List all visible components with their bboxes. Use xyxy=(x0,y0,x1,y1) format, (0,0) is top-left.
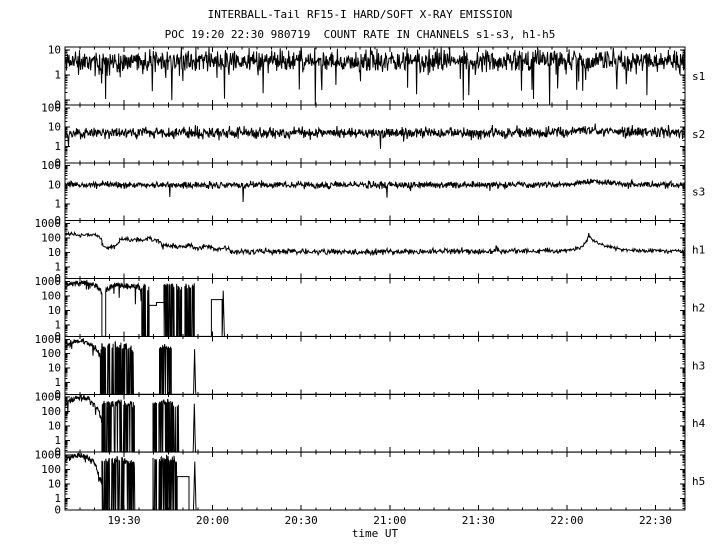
y-zero-label: 0 xyxy=(54,330,61,343)
y-tick-label: 10 xyxy=(48,246,61,259)
channel-label-h5: h5 xyxy=(692,475,705,488)
panel-frame xyxy=(64,162,686,222)
y-zero-label: 0 xyxy=(54,388,61,401)
channel-label-h4: h4 xyxy=(692,417,706,430)
x-tick-label: 20:30 xyxy=(285,514,318,527)
channel-label-s2: s2 xyxy=(692,128,705,141)
y-tick-label: 10 xyxy=(48,43,61,56)
channel-label-h2: h2 xyxy=(692,301,705,314)
y-tick-label: 10 xyxy=(48,178,61,191)
y-tick-label: 10 xyxy=(48,121,61,134)
x-tick-label: 22:00 xyxy=(550,514,583,527)
y-tick-label: 1 xyxy=(54,376,61,389)
y-zero-label: 0 xyxy=(54,214,61,227)
y-zero-label: 0 xyxy=(54,504,61,517)
panel-frame xyxy=(64,278,686,337)
y-tick-label: 10 xyxy=(48,477,61,490)
y-tick-label: 10 xyxy=(48,304,61,317)
x-tick-label: 19:30 xyxy=(107,514,140,527)
channel-label-s3: s3 xyxy=(692,186,705,199)
x-tick-label: 21:00 xyxy=(373,514,406,527)
channel-label-h3: h3 xyxy=(692,359,705,372)
panel-frame xyxy=(64,393,686,453)
y-tick-label: 1 xyxy=(54,318,61,331)
panel-frame xyxy=(64,46,686,106)
series-s2 xyxy=(64,123,686,149)
series-h3 xyxy=(64,338,685,395)
y-tick-label: 1 xyxy=(54,198,61,211)
series-h4 xyxy=(64,393,685,453)
y-tick-label: 100 xyxy=(41,289,61,302)
chart-subtitle: POC 19:20 22:30 980719 COUNT RATE IN CHA… xyxy=(164,28,556,41)
y-tick-label: 10 xyxy=(48,362,61,375)
x-tick-label: 20:00 xyxy=(196,514,229,527)
y-tick-label: 100 xyxy=(41,463,61,476)
series-h5 xyxy=(64,452,685,511)
y-tick-label: 100 xyxy=(41,159,61,172)
y-tick-label: 1 xyxy=(54,140,61,153)
y-tick-label: 1000 xyxy=(35,449,62,462)
y-tick-label: 1000 xyxy=(35,275,62,288)
y-tick-label: 100 xyxy=(41,101,61,114)
y-tick-label: 1000 xyxy=(35,217,62,230)
y-tick-label: 1 xyxy=(54,492,61,505)
chart-title: INTERBALL-Tail RF15-I HARD/SOFT X-RAY EM… xyxy=(207,8,513,21)
y-tick-label: 1 xyxy=(54,434,61,447)
y-tick-label: 1000 xyxy=(35,333,62,346)
y-tick-label: 1 xyxy=(54,260,61,273)
series-h1 xyxy=(64,230,686,257)
y-tick-label: 1 xyxy=(54,68,61,81)
x-tick-label: 21:30 xyxy=(462,514,495,527)
y-tick-label: 100 xyxy=(41,231,61,244)
panel-frame xyxy=(64,220,686,280)
y-tick-label: 100 xyxy=(41,405,61,418)
y-zero-label: 0 xyxy=(54,272,61,285)
panel-frame xyxy=(64,335,686,395)
series-s3 xyxy=(64,178,686,203)
y-zero-label: 0 xyxy=(54,156,61,169)
channel-label-h1: h1 xyxy=(692,244,705,257)
x-axis-title: time UT xyxy=(351,527,399,540)
x-tick-label: 22:30 xyxy=(639,514,672,527)
y-tick-label: 10 xyxy=(48,420,61,433)
channel-label-s1: s1 xyxy=(692,70,705,83)
panel-frame xyxy=(64,451,686,511)
y-zero-label: 0 xyxy=(54,446,61,459)
series-s1 xyxy=(64,47,686,105)
y-tick-label: 1000 xyxy=(35,391,62,404)
y-tick-label: 100 xyxy=(41,347,61,360)
series-h2 xyxy=(64,279,685,337)
y-zero-label: 0 xyxy=(54,98,61,111)
